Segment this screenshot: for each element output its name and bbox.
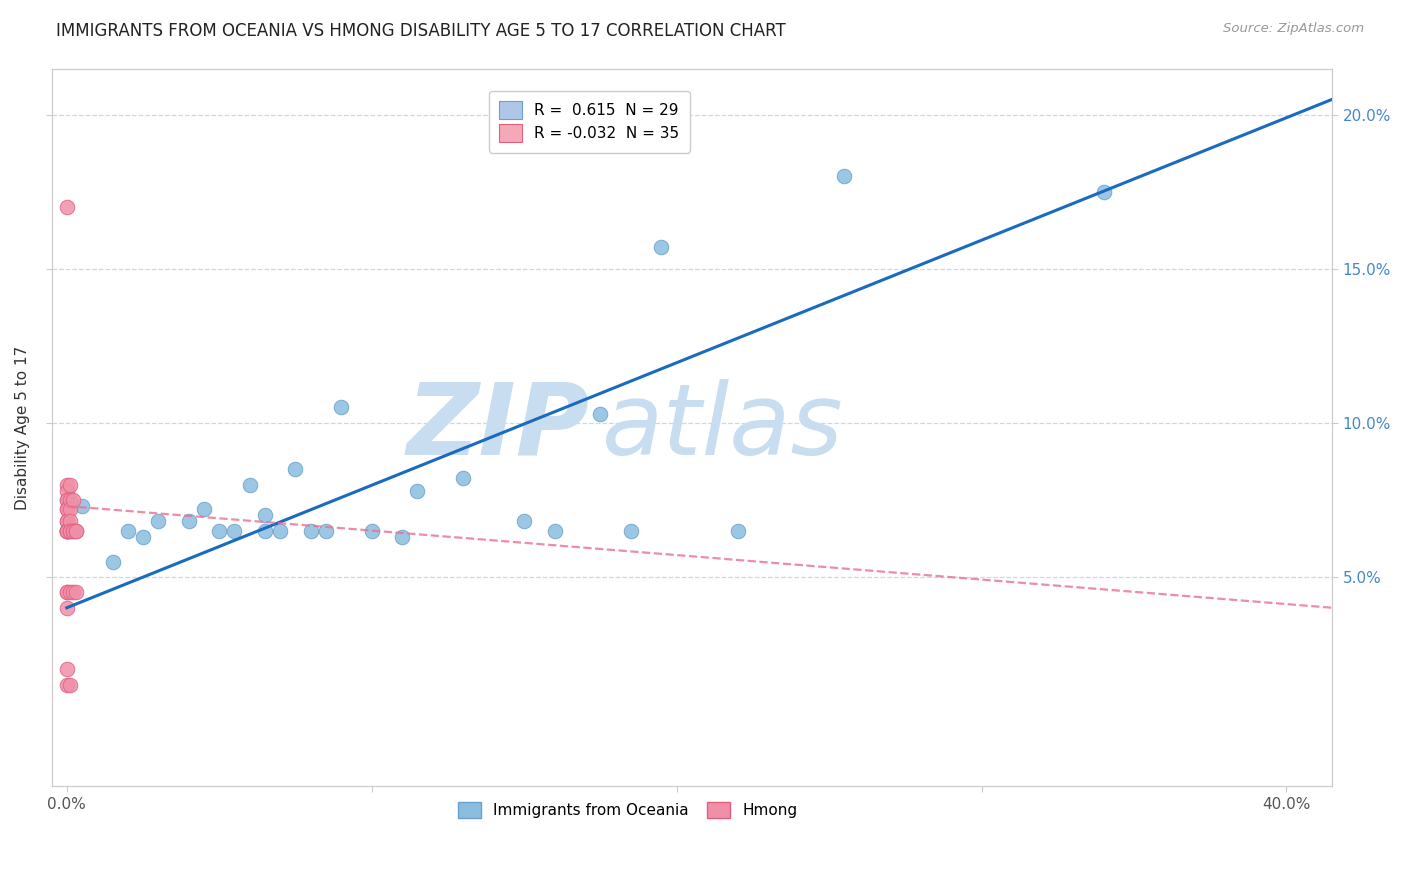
Point — [55, 483, 77, 498]
Point — [391, 530, 413, 544]
Point — [62, 492, 84, 507]
Point — [59, 492, 82, 507]
Point — [55, 492, 77, 507]
Point — [284, 462, 307, 476]
Point — [208, 524, 231, 538]
Point — [55, 492, 77, 507]
Text: atlas: atlas — [602, 379, 844, 476]
Point — [55, 524, 77, 538]
Point — [101, 555, 124, 569]
Point — [406, 483, 429, 498]
Point — [55, 515, 77, 529]
Point — [650, 240, 672, 254]
Point — [70, 499, 93, 513]
Point — [55, 477, 77, 491]
Text: IMMIGRANTS FROM OCEANIA VS HMONG DISABILITY AGE 5 TO 17 CORRELATION CHART: IMMIGRANTS FROM OCEANIA VS HMONG DISABIL… — [56, 22, 786, 40]
Point — [65, 524, 87, 538]
Point — [55, 502, 77, 516]
Point — [117, 524, 139, 538]
Point — [193, 502, 215, 516]
Point — [269, 524, 291, 538]
Point — [55, 502, 77, 516]
Point — [239, 477, 262, 491]
Legend: Immigrants from Oceania, Hmong: Immigrants from Oceania, Hmong — [450, 794, 806, 825]
Point — [59, 585, 82, 599]
Point — [62, 524, 84, 538]
Point — [55, 600, 77, 615]
Point — [62, 585, 84, 599]
Point — [330, 401, 353, 415]
Point — [360, 524, 382, 538]
Point — [224, 524, 246, 538]
Point — [59, 524, 82, 538]
Point — [65, 524, 87, 538]
Point — [59, 477, 82, 491]
Text: Source: ZipAtlas.com: Source: ZipAtlas.com — [1223, 22, 1364, 36]
Point — [253, 524, 276, 538]
Point — [65, 585, 87, 599]
Point — [62, 524, 84, 538]
Point — [132, 530, 155, 544]
Point — [1092, 185, 1115, 199]
Y-axis label: Disability Age 5 to 17: Disability Age 5 to 17 — [15, 345, 30, 509]
Point — [55, 200, 77, 214]
Point — [620, 524, 643, 538]
Point — [834, 169, 856, 184]
Point — [59, 678, 82, 692]
Point — [177, 515, 200, 529]
Point — [55, 662, 77, 676]
Point — [55, 524, 77, 538]
Point — [513, 515, 536, 529]
Point — [55, 524, 77, 538]
Point — [451, 471, 474, 485]
Point — [55, 585, 77, 599]
Point — [148, 515, 170, 529]
Point — [55, 515, 77, 529]
Point — [59, 524, 82, 538]
Point — [589, 407, 612, 421]
Point — [55, 524, 77, 538]
Point — [315, 524, 337, 538]
Text: ZIP: ZIP — [406, 379, 589, 476]
Point — [299, 524, 322, 538]
Point — [55, 585, 77, 599]
Point — [59, 502, 82, 516]
Point — [55, 678, 77, 692]
Point — [59, 515, 82, 529]
Point — [55, 524, 77, 538]
Point — [253, 508, 276, 523]
Point — [727, 524, 749, 538]
Point — [55, 524, 77, 538]
Point — [543, 524, 565, 538]
